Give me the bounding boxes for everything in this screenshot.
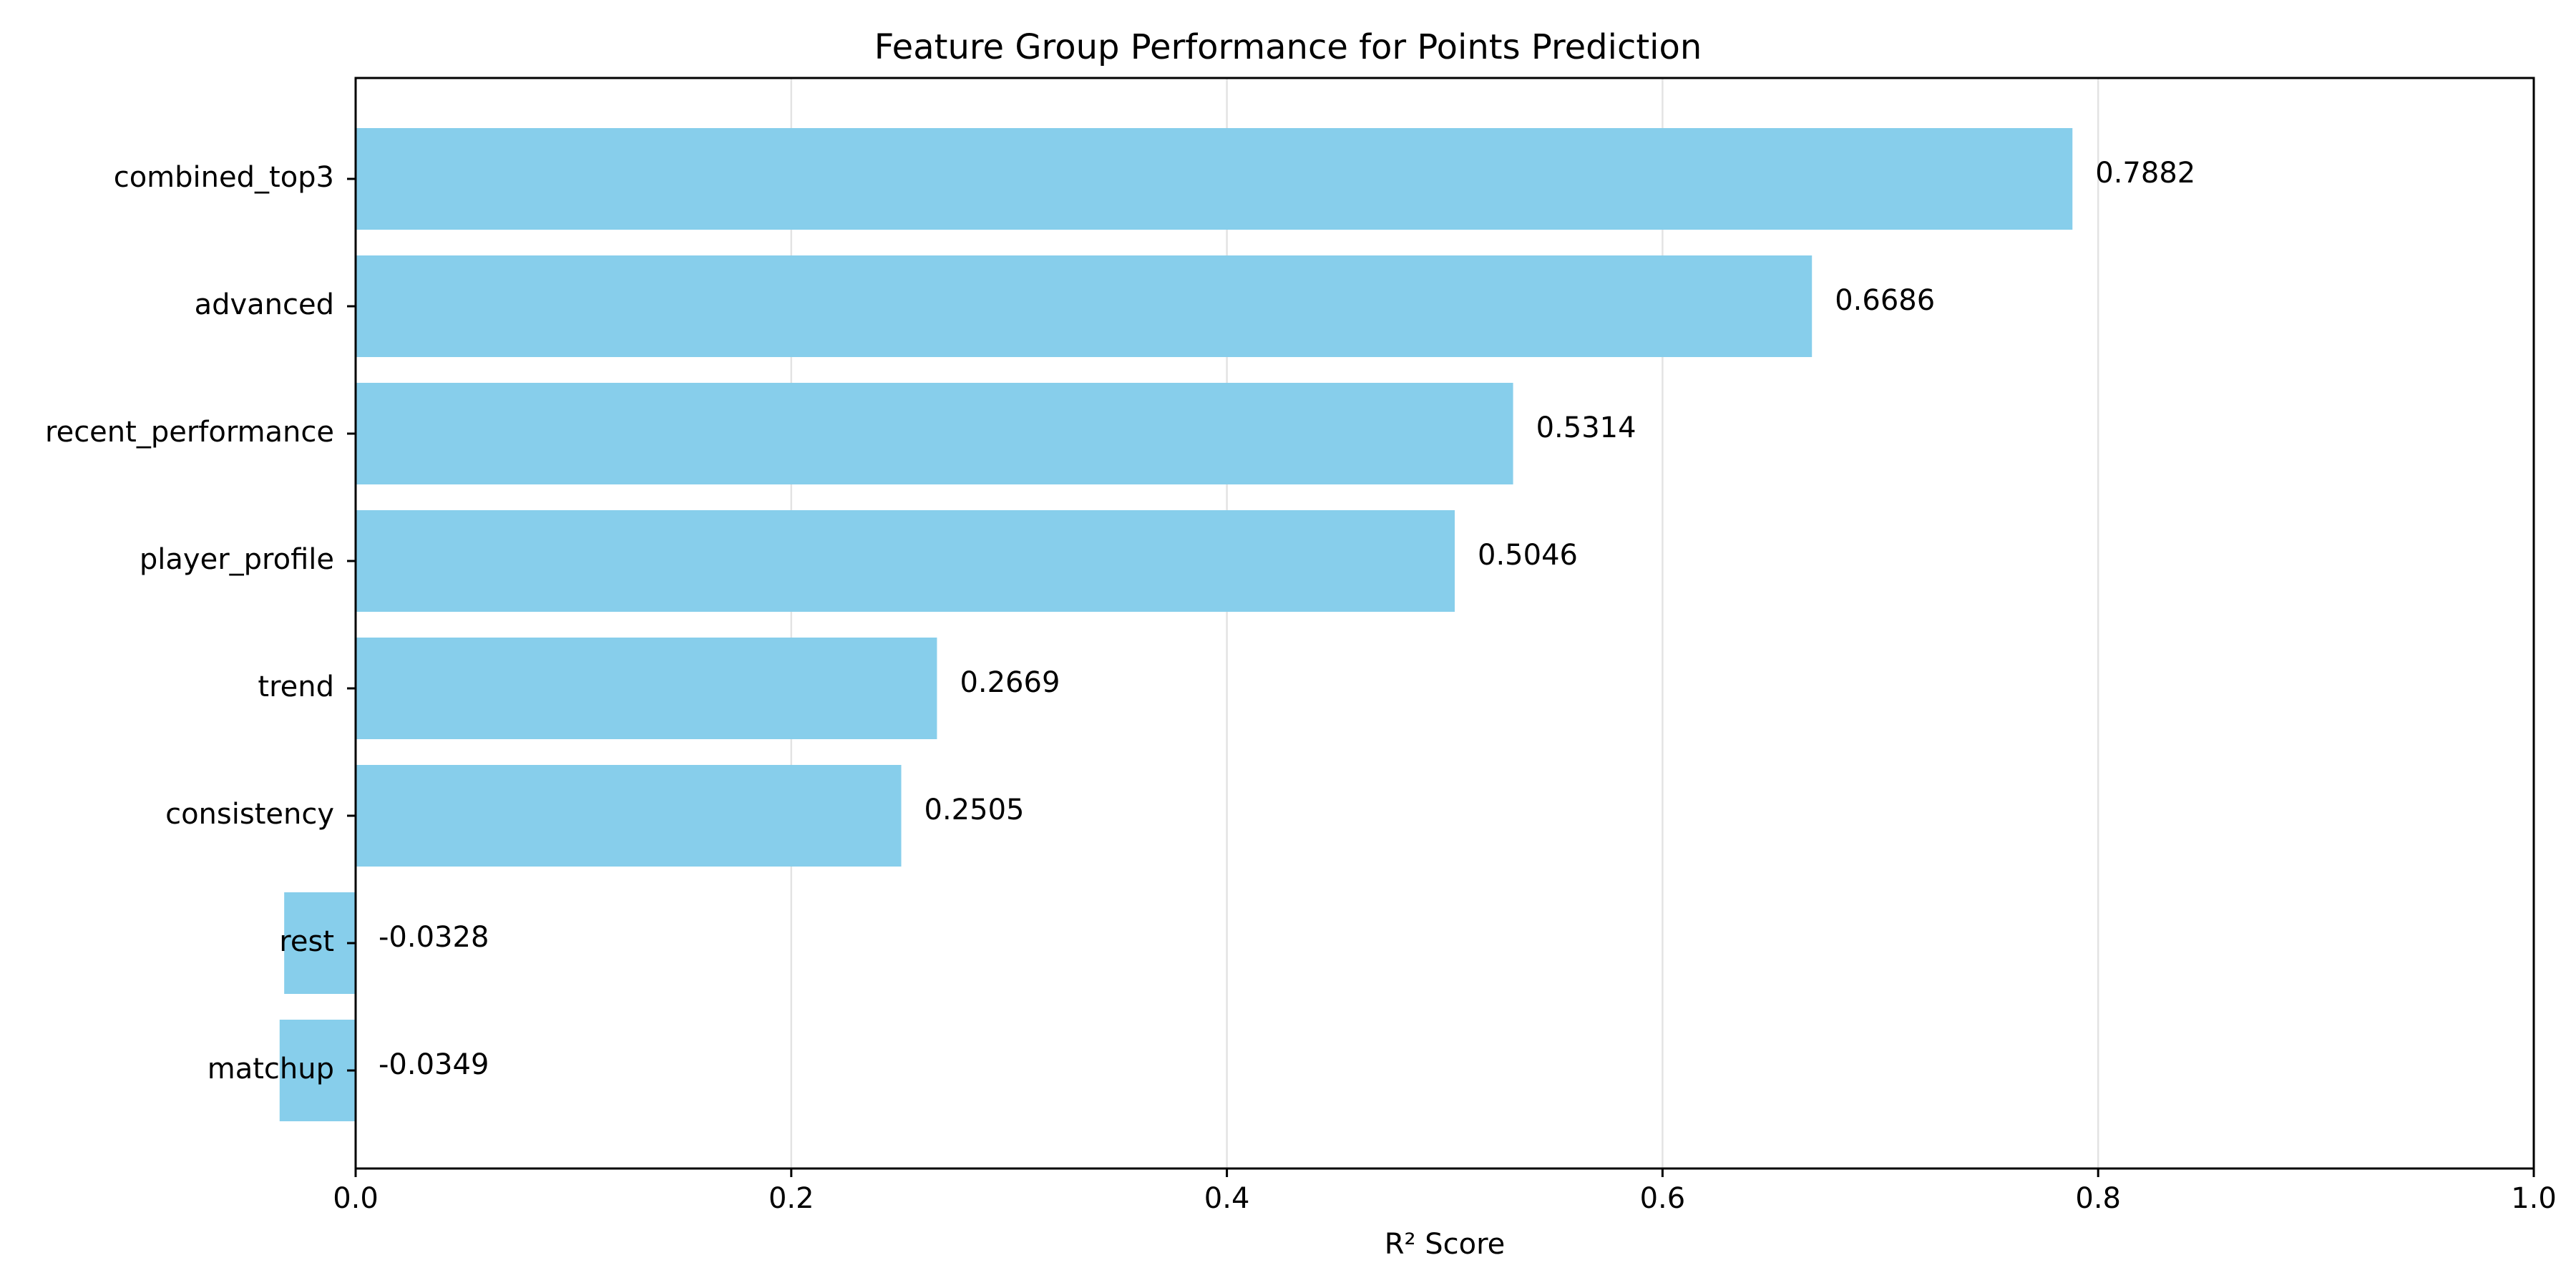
bar [356, 383, 1513, 484]
y-tick-label: combined_top3 [114, 161, 334, 194]
y-tick-label: recent_performance [45, 416, 334, 449]
bar-value-labels: 0.7882 0.6686 0.5314 0.5046 0.2669 0.2505 -0.0… [379, 157, 2195, 1081]
y-tick-label: advanced [195, 288, 334, 321]
bar-value-label: 0.5046 [1478, 539, 1578, 572]
x-tick-label: 0.4 [1204, 1182, 1250, 1215]
plot-area-frame [354, 77, 2535, 1170]
grid-lines [790, 78, 2099, 1169]
bar-value-label: 0.6686 [1835, 284, 1935, 317]
bar [356, 128, 2073, 230]
y-tick-label: matchup [208, 1053, 334, 1085]
bar-value-label: -0.0349 [379, 1048, 489, 1081]
x-tick-label: 1.0 [2511, 1182, 2557, 1215]
bar [356, 638, 937, 739]
bar [356, 510, 1455, 612]
bar [356, 765, 902, 867]
bar-value-label: 0.7882 [2095, 157, 2195, 190]
bar-value-label: 0.2669 [960, 666, 1060, 699]
y-tick-label: trend [258, 670, 334, 703]
bar-value-label: -0.0328 [379, 921, 489, 954]
bar [279, 1020, 356, 1121]
bar [356, 255, 1813, 357]
bar [284, 892, 356, 994]
x-axis-ticks: 0.0 0.2 0.4 0.6 0.8 1.0 [333, 1169, 2557, 1215]
x-axis-label: R² Score [1385, 1228, 1506, 1261]
x-tick-label: 0.8 [2075, 1182, 2121, 1215]
x-tick-label: 0.2 [769, 1182, 814, 1215]
y-tick-label: player_profile [140, 543, 334, 576]
x-tick-label: 0.6 [1640, 1182, 1686, 1215]
y-axis-ticks: combined_top3 advanced recent_performancep… [45, 161, 356, 1085]
bar-value-label: 0.2505 [924, 794, 1025, 826]
bars [279, 128, 2073, 1121]
y-tick-label: consistency [165, 798, 334, 831]
bar-value-label: 0.5314 [1536, 411, 1636, 444]
x-tick-label: 0.0 [333, 1182, 379, 1215]
y-tick-label: rest [279, 925, 334, 958]
chart-title: Feature Group Performance for Points Pre… [874, 27, 1702, 67]
